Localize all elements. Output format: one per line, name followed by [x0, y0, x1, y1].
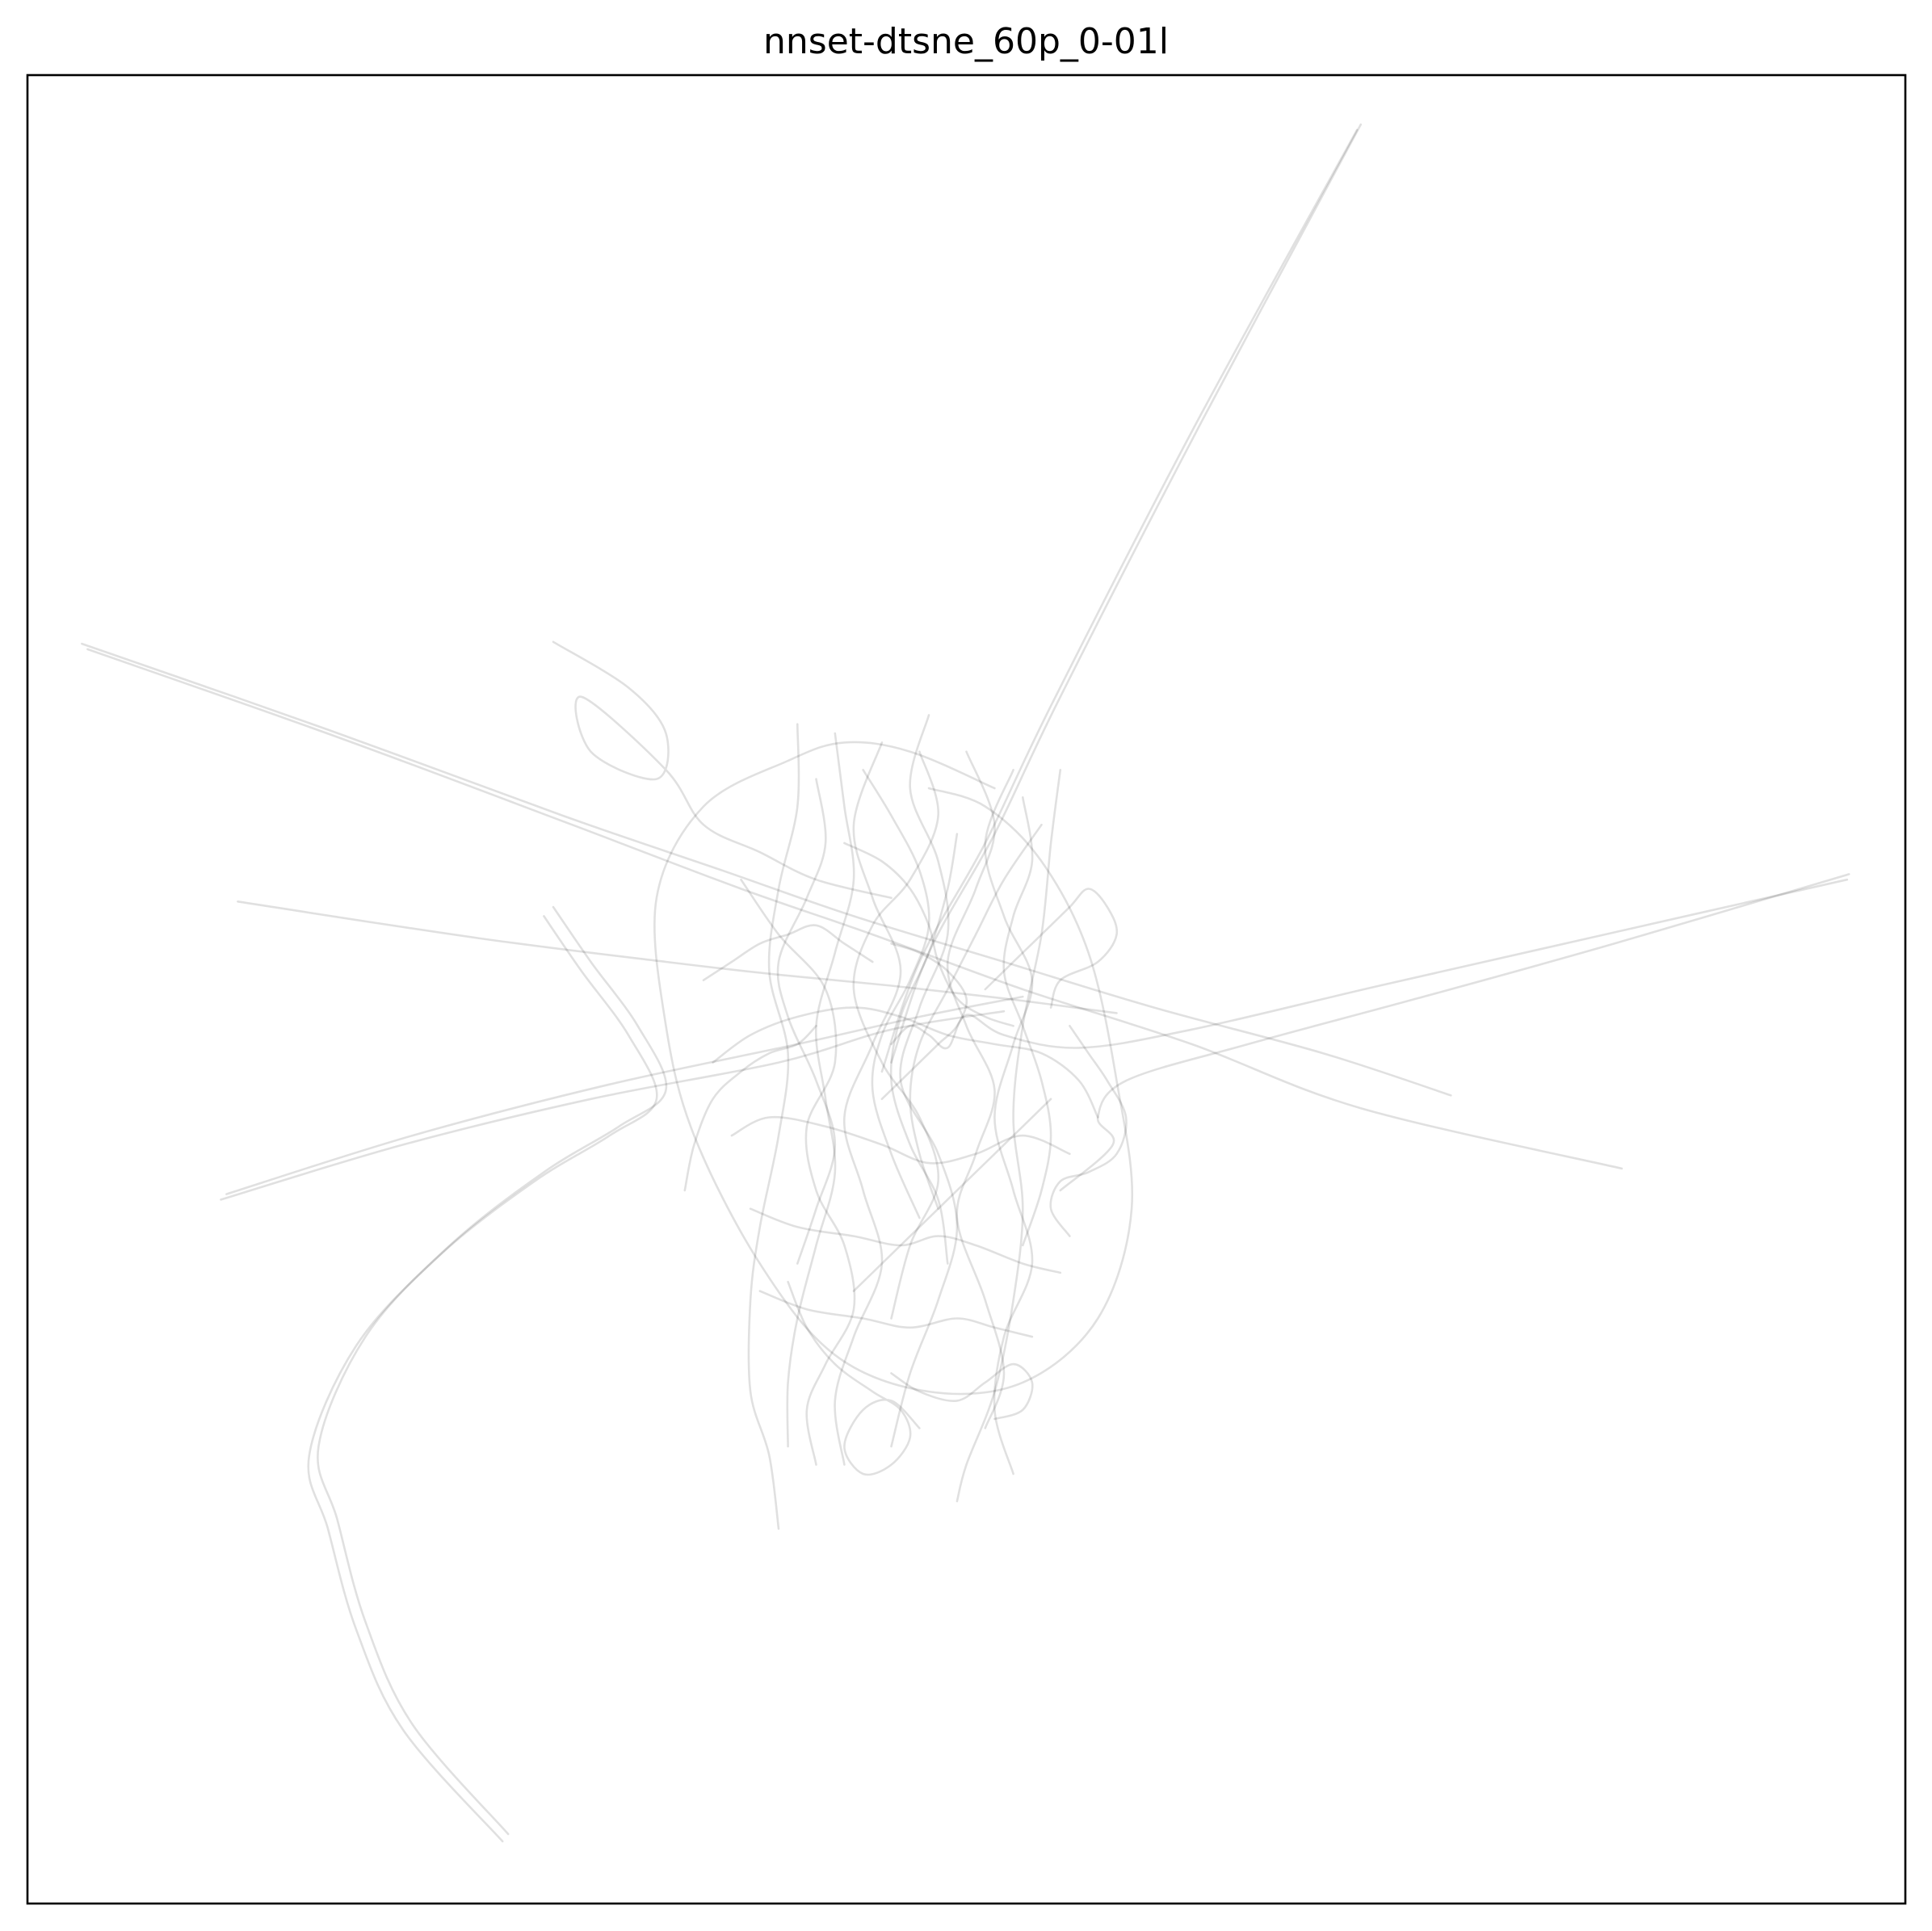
trajectory-line-30 [862, 769, 930, 1219]
trajectory-line-32 [787, 1280, 921, 1476]
trajectory-line-36 [702, 924, 874, 981]
trajectory-line-4 [86, 648, 1623, 1170]
trajectory-line-6 [890, 878, 1849, 1050]
plot-frame [26, 73, 1907, 1905]
trajectory-line-19 [946, 750, 1006, 1429]
trajectory-line-9 [225, 995, 1024, 1195]
trajectory-line-8 [220, 1010, 1006, 1201]
trajectory-line-14 [956, 769, 1062, 1503]
trajectory-line-15 [747, 723, 800, 1530]
trajectory-line-2 [880, 128, 1359, 1073]
trajectory-line-34 [880, 942, 968, 1101]
trajectory-line-31 [1002, 796, 1052, 1247]
trajectory-line-38 [683, 1025, 817, 1192]
trajectory-line-37 [1049, 1025, 1128, 1237]
trajectory-line-10 [307, 915, 658, 1843]
trajectory-line-3 [81, 642, 1452, 1097]
trajectory-line-22 [852, 750, 940, 1320]
trajectory-line-40 [852, 1098, 1052, 1292]
trajectory-line-24 [730, 1115, 1071, 1165]
chart-title: nnset-dtsne_60p_0-01l [763, 21, 1169, 62]
trajectory-lines [81, 123, 1850, 1843]
trajectory-line-27 [909, 823, 1043, 1210]
trajectory-line-29 [776, 778, 837, 1265]
trajectory-line-33 [890, 1362, 1034, 1421]
trajectory-line-18 [834, 741, 902, 1466]
trajectory-line-5 [237, 900, 1118, 1014]
trajectory-line-35 [984, 888, 1119, 1009]
trajectory-line-1 [890, 123, 1363, 1064]
trajectory-line-39 [843, 842, 1014, 1027]
trajectory-line-21 [740, 878, 856, 1466]
trajectory-line-25 [749, 1207, 1062, 1274]
trajectory-line-17 [890, 714, 959, 1448]
trajectory-line-28 [889, 833, 959, 1265]
trajectory-line-20 [984, 769, 1034, 1476]
trajectory-line-12 [552, 640, 892, 900]
trajectory-line-23 [712, 1006, 1099, 1119]
trajectory-line-11 [317, 905, 668, 1836]
trajectory-line-26 [758, 1290, 1034, 1338]
trajectory-line-16 [786, 732, 855, 1448]
trajectory-line-7 [1059, 873, 1850, 1192]
trajectory-line-13 [653, 741, 1134, 1396]
